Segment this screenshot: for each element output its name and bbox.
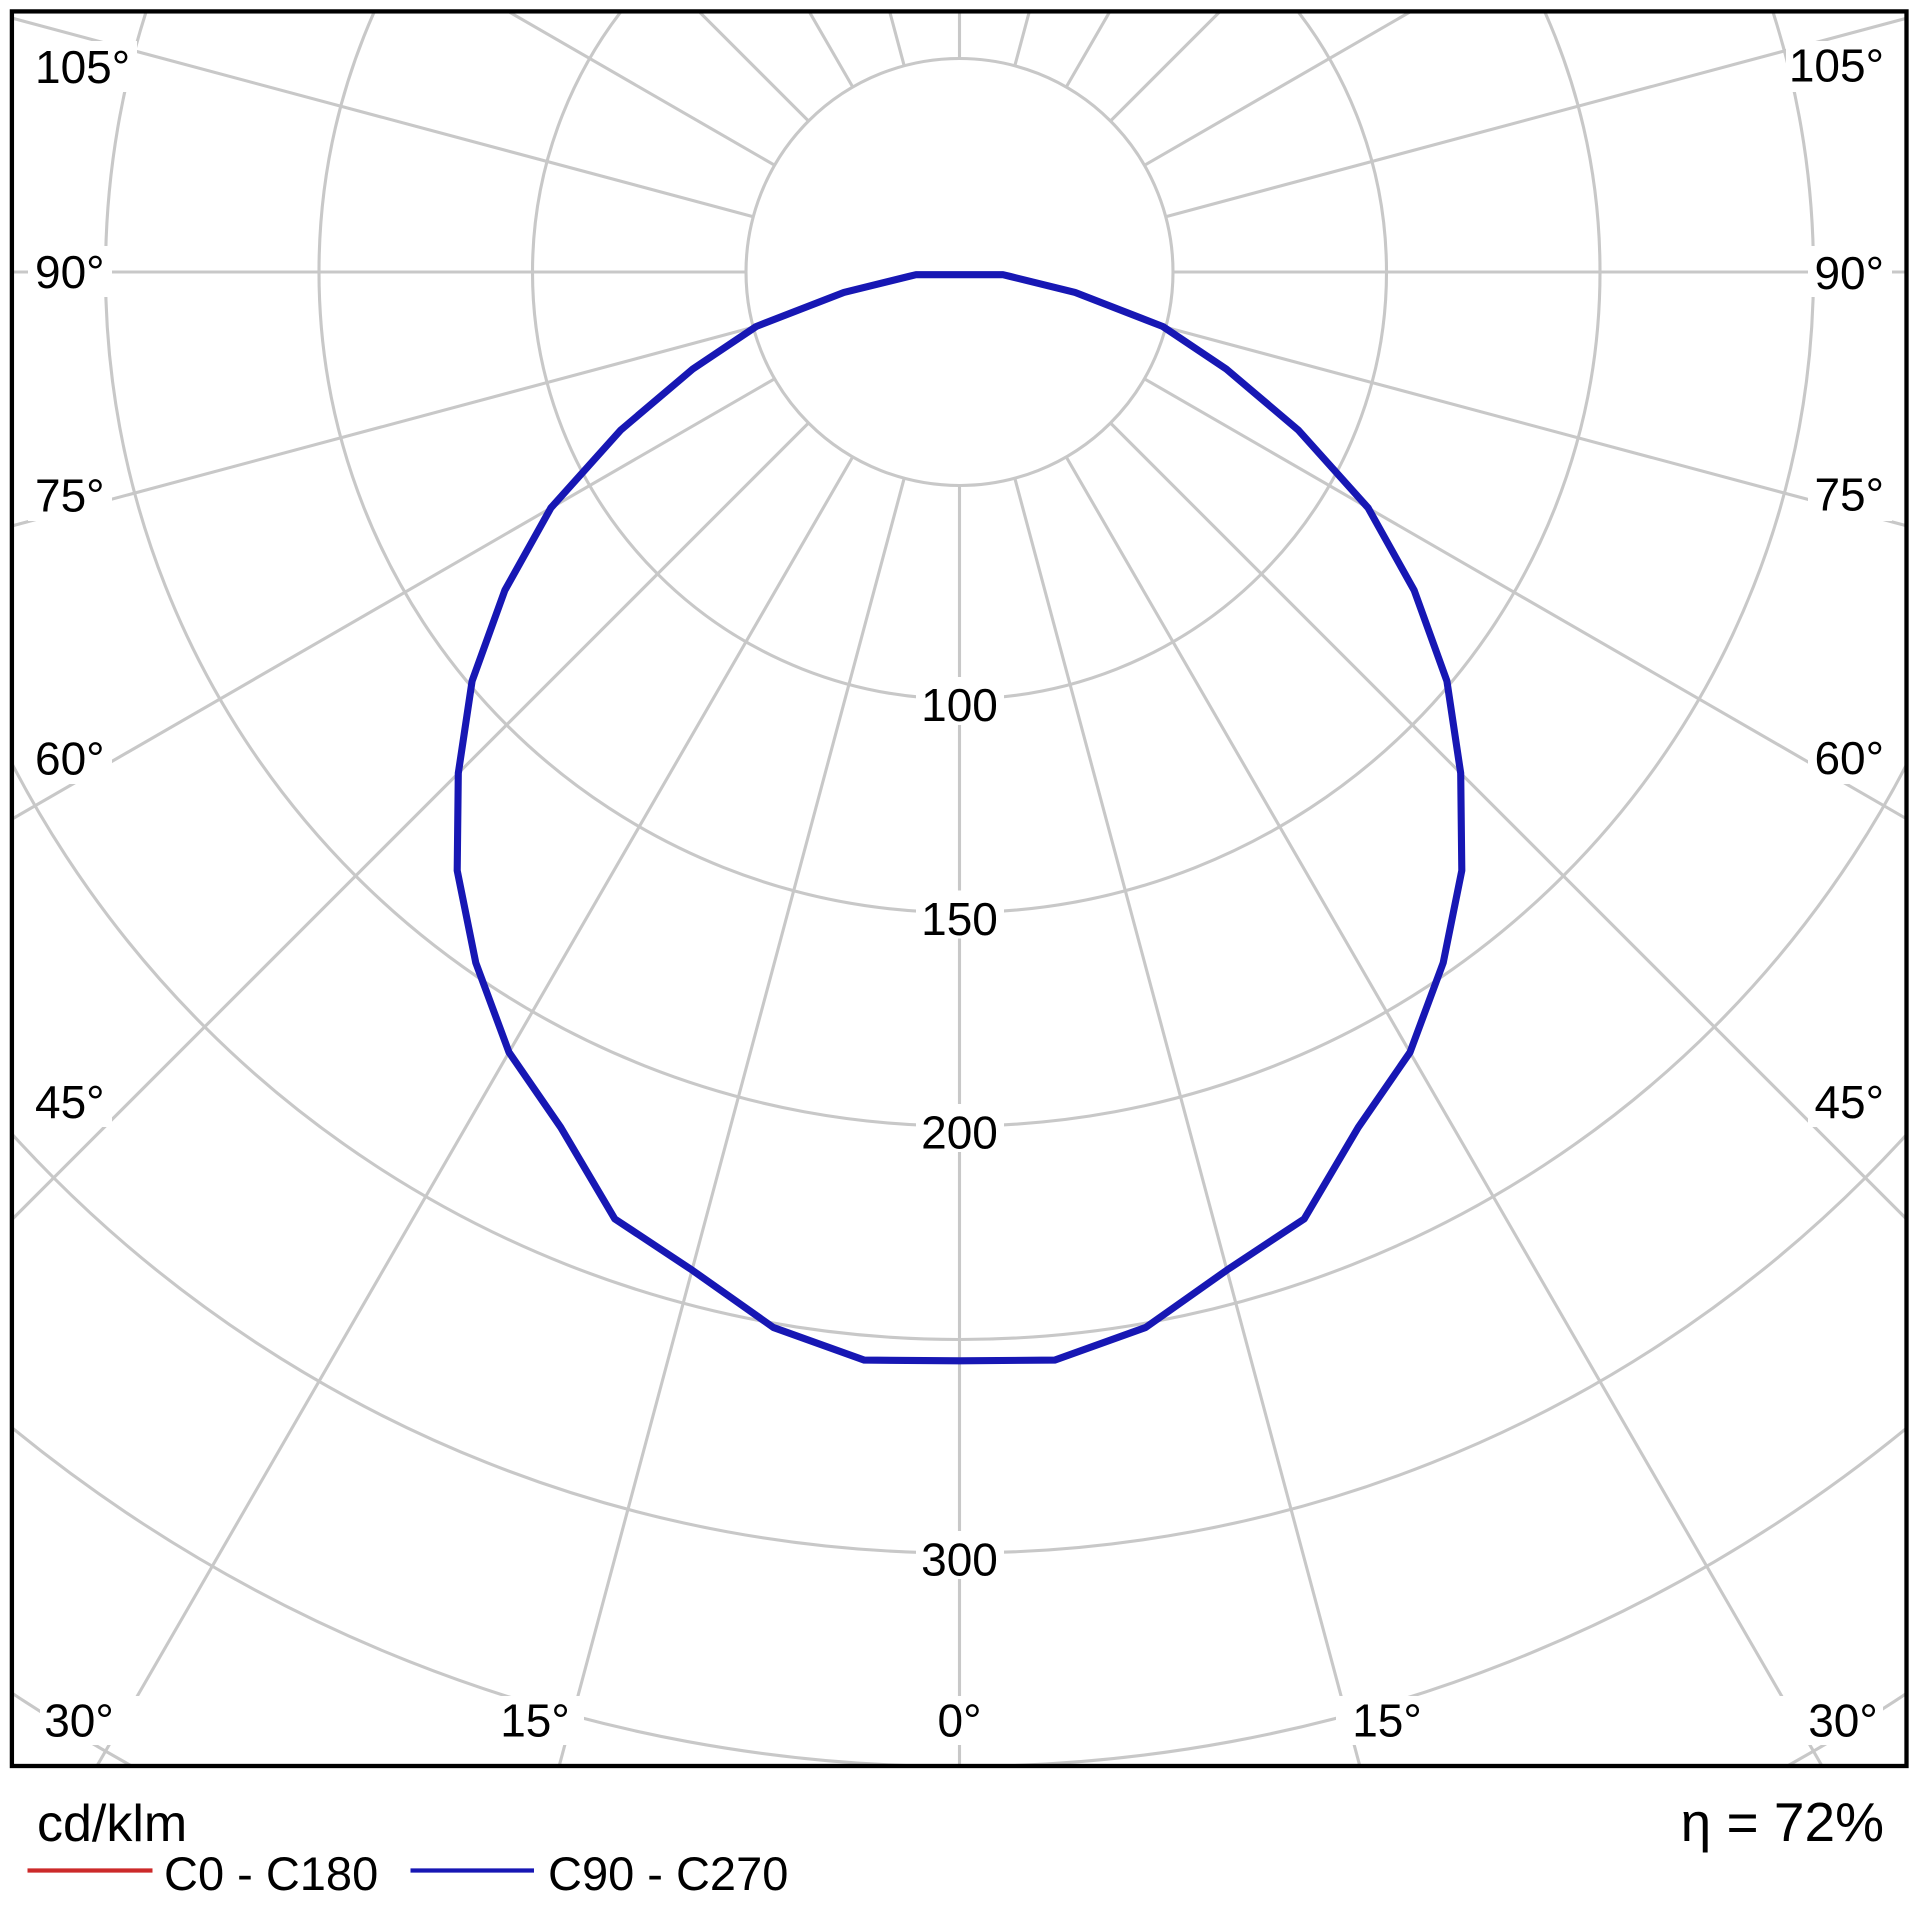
svg-text:45°: 45° (35, 1076, 105, 1128)
svg-text:60°: 60° (35, 733, 105, 785)
svg-text:C90 - C270: C90 - C270 (548, 1847, 788, 1900)
svg-text:C0 - C180: C0 - C180 (164, 1847, 378, 1900)
svg-text:300: 300 (921, 1534, 998, 1586)
svg-text:75°: 75° (1814, 469, 1884, 521)
svg-text:0°: 0° (938, 1695, 982, 1747)
svg-text:15°: 15° (500, 1695, 570, 1747)
svg-text:150: 150 (921, 893, 998, 945)
svg-text:105°: 105° (1789, 40, 1884, 92)
svg-text:cd/klm: cd/klm (37, 1795, 187, 1853)
svg-text:45°: 45° (1814, 1076, 1884, 1128)
svg-text:200: 200 (921, 1107, 998, 1159)
svg-text:100: 100 (921, 679, 998, 731)
svg-text:75°: 75° (35, 470, 105, 522)
svg-text:15°: 15° (1352, 1695, 1422, 1747)
svg-text:30°: 30° (1808, 1695, 1878, 1747)
svg-text:90°: 90° (1814, 247, 1884, 299)
svg-text:105°: 105° (35, 41, 130, 93)
svg-text:90°: 90° (35, 246, 105, 298)
svg-text:60°: 60° (1814, 732, 1884, 784)
svg-text:30°: 30° (44, 1695, 114, 1747)
svg-text:η = 72%: η = 72% (1681, 1791, 1884, 1853)
